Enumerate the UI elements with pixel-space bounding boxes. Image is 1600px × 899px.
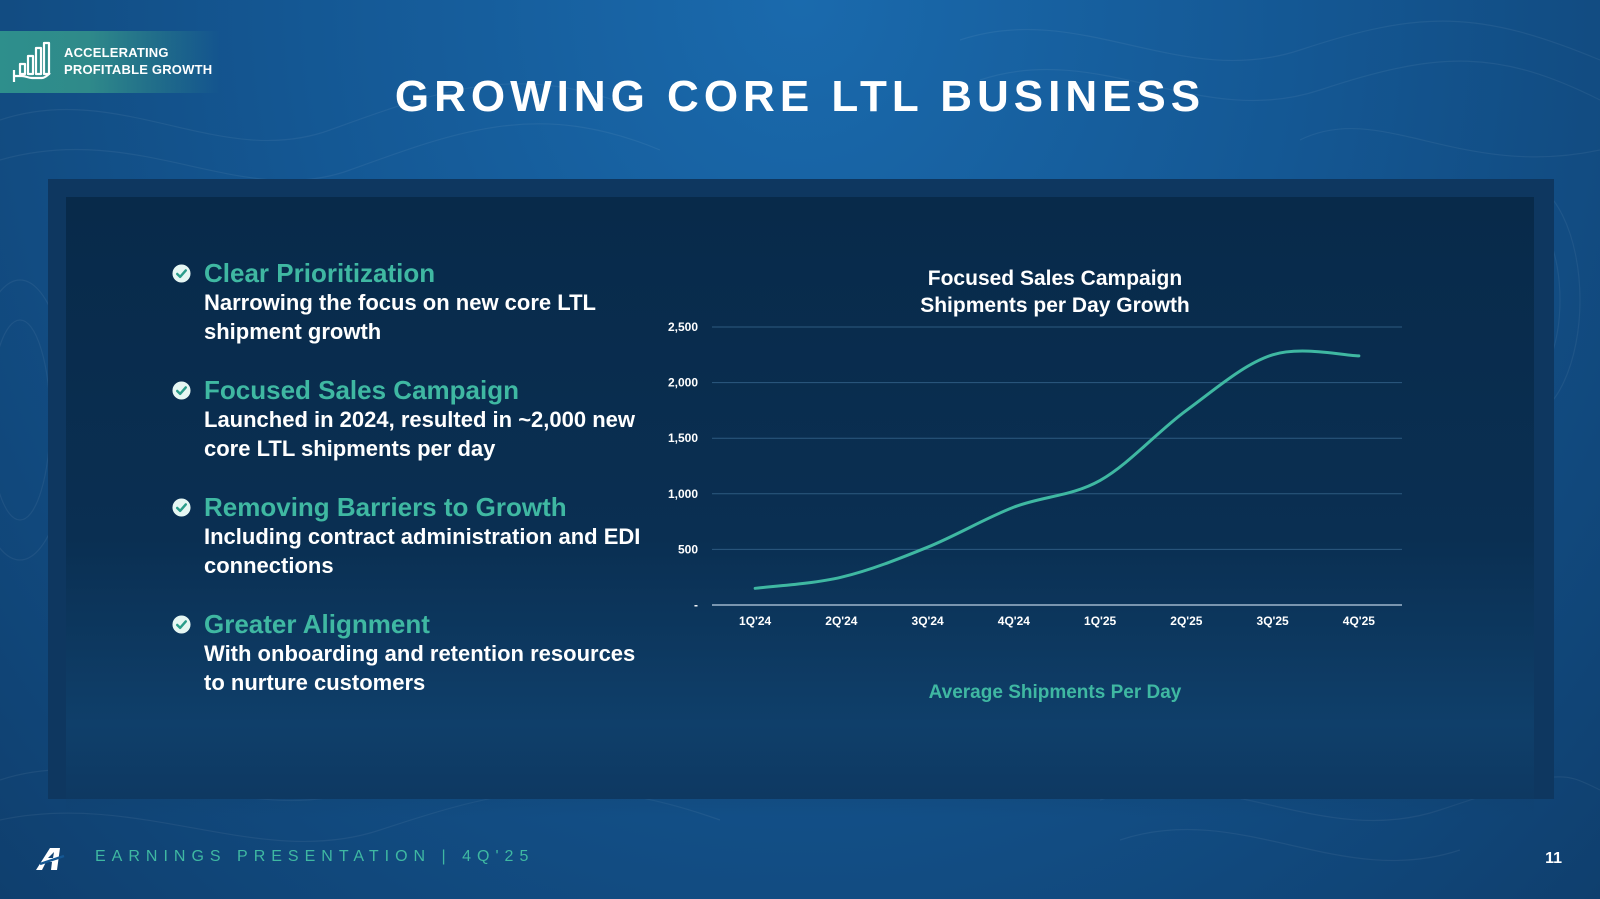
shipments-line-chart: - 500 1,000 1,500 2,000 2,500 1Q'24 2Q'24 3Q'24 4… <box>668 320 1402 628</box>
x-tick-label: 3Q'24 <box>912 614 945 628</box>
chart-caption: Average Shipments Per Day <box>928 682 1182 703</box>
chart-title-line2: Shipments per Day Growth <box>920 294 1190 317</box>
chart-title-line1: Focused Sales Campaign <box>927 267 1183 290</box>
y-tick-label: - <box>694 598 698 612</box>
y-tick-label: 500 <box>678 542 698 556</box>
data-point <box>926 546 929 549</box>
data-point <box>1357 354 1360 357</box>
bullet-list: Clear Prioritization Narrowing the focus… <box>172 258 652 726</box>
y-tick-label: 2,000 <box>668 376 698 390</box>
page-number: 11 <box>1545 850 1562 867</box>
section-tag-line1: ACCELERATING <box>64 45 169 60</box>
check-circle-icon <box>172 264 191 283</box>
bullet-heading: Removing Barriers to Growth <box>204 492 567 522</box>
footer-text: EARNINGS PRESENTATION | 4Q'25 <box>95 848 535 865</box>
bullet-item: Greater Alignment With onboarding and re… <box>172 609 652 697</box>
x-tick-label: 4Q'24 <box>998 614 1031 628</box>
series-line <box>753 349 1361 590</box>
check-circle-icon <box>172 381 191 400</box>
x-tick-label: 2Q'25 <box>1170 614 1203 628</box>
chart-title: Focused Sales Campaign Shipments per Day… <box>860 265 1250 319</box>
data-point <box>1185 409 1188 412</box>
bullet-body: Launched in 2024, resulted in ~2,000 new… <box>204 407 635 461</box>
bullet-heading: Focused Sales Campaign <box>204 375 519 405</box>
section-tag-line2: PROFITABLE GROWTH <box>64 62 213 77</box>
section-tag: ACCELERATING PROFITABLE GROWTH <box>0 31 220 93</box>
data-point <box>1012 506 1015 509</box>
page-title: GROWING CORE LTL BUSINESS <box>394 72 1206 121</box>
x-tick-label: 2Q'24 <box>825 614 858 628</box>
data-point <box>1099 479 1102 482</box>
bullet-heading: Greater Alignment <box>204 609 430 639</box>
y-tick-label: 2,500 <box>668 320 698 334</box>
bullet-item: Removing Barriers to Growth Including co… <box>172 492 652 580</box>
x-tick-label: 1Q'25 <box>1084 614 1117 628</box>
x-tick-label: 3Q'25 <box>1257 614 1290 628</box>
bullet-heading: Clear Prioritization <box>204 258 436 288</box>
data-point <box>840 576 843 579</box>
company-logo-icon <box>36 848 65 870</box>
y-tick-label: 1,500 <box>668 431 698 445</box>
bullet-body: Including contract administration and ED… <box>204 524 641 578</box>
section-tag-text: ACCELERATING PROFITABLE GROWTH <box>64 44 212 78</box>
check-circle-icon <box>172 615 191 634</box>
x-tick-label: 4Q'25 <box>1343 614 1376 628</box>
content-panel <box>66 197 1534 817</box>
bullet-body: With onboarding and retention resources … <box>204 641 636 695</box>
x-tick-label: 1Q'24 <box>739 614 772 628</box>
bullet-body: Narrowing the focus on new core LTL ship… <box>204 290 596 344</box>
check-circle-icon <box>172 498 191 517</box>
data-point <box>1271 353 1274 356</box>
bullet-item: Clear Prioritization Narrowing the focus… <box>172 258 652 346</box>
y-tick-label: 1,000 <box>668 487 698 501</box>
data-point <box>754 587 757 590</box>
growth-chart-hand-icon <box>12 41 51 82</box>
bullet-item: Focused Sales Campaign Launched in 2024,… <box>172 375 652 463</box>
